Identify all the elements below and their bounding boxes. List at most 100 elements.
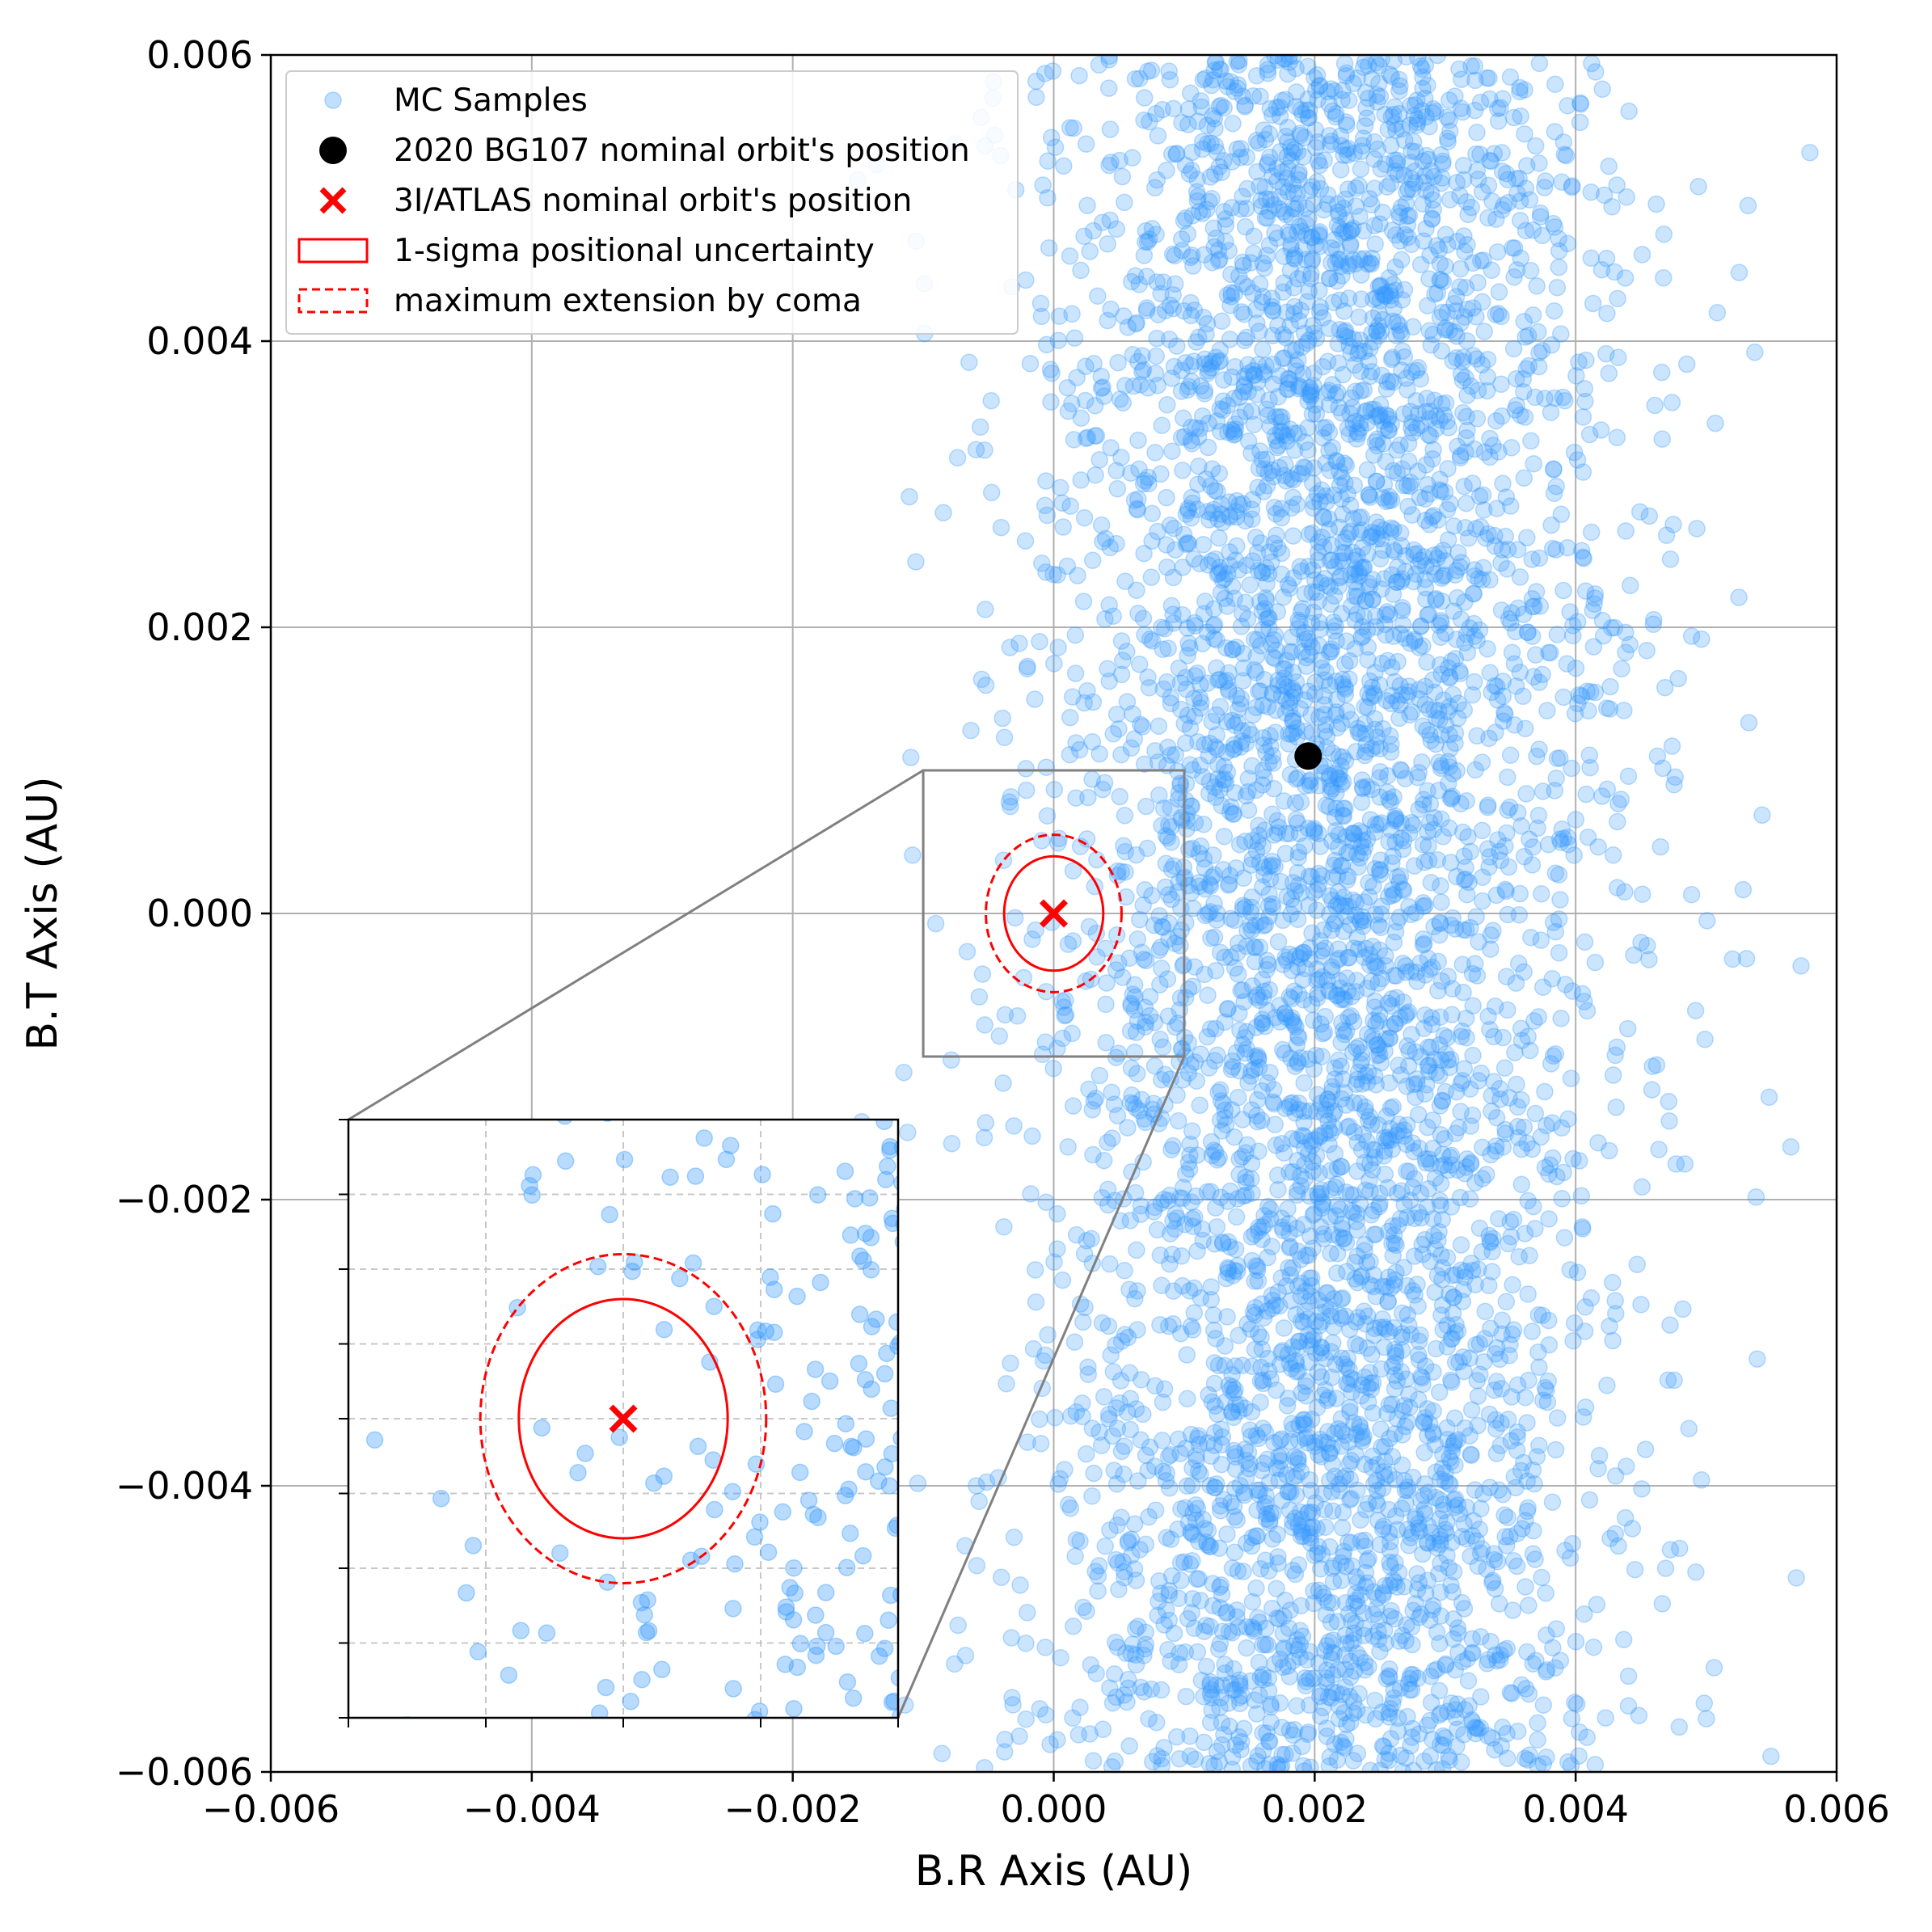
mc-sample-point bbox=[1737, 950, 1756, 968]
mc-sample-point bbox=[1183, 1552, 1201, 1570]
mc-sample-point bbox=[1317, 1605, 1335, 1624]
mc-sample-point bbox=[1339, 328, 1356, 346]
mc-sample-point bbox=[1129, 1618, 1147, 1635]
mc-sample-point bbox=[1284, 527, 1302, 545]
mc-sample-point bbox=[1419, 1400, 1436, 1418]
mc-sample-point bbox=[934, 504, 952, 522]
mc-sample-point bbox=[1113, 167, 1132, 186]
mc-sample-point bbox=[1391, 1209, 1410, 1228]
mc-sample-point bbox=[1625, 946, 1643, 964]
mc-sample-point bbox=[1574, 548, 1592, 567]
mc-sample-point bbox=[1311, 932, 1329, 950]
mc-sample-point bbox=[1403, 1282, 1422, 1300]
mc-sample-point bbox=[1511, 211, 1529, 230]
mc-sample-point bbox=[1128, 1241, 1145, 1259]
mc-sample-point bbox=[1101, 1255, 1119, 1273]
mc-sample-point bbox=[1199, 556, 1217, 574]
mc-sample-point bbox=[1090, 1066, 1109, 1085]
mc-sample-point bbox=[1129, 490, 1147, 508]
mc-sample-point bbox=[1340, 1687, 1359, 1706]
mc-sample-point bbox=[1230, 561, 1248, 579]
mc-sample-point bbox=[1441, 1148, 1459, 1166]
mc-sample-point bbox=[1263, 895, 1281, 913]
mc-sample-point bbox=[1285, 250, 1304, 268]
mc-sample-point bbox=[1273, 1134, 1291, 1153]
mc-sample-point bbox=[1471, 93, 1490, 112]
mc-sample-point bbox=[1261, 727, 1279, 745]
mc-sample-point bbox=[1348, 1070, 1366, 1089]
mc-sample-point bbox=[1134, 610, 1153, 627]
mc-sample-point bbox=[1402, 905, 1420, 924]
mc-sample-point bbox=[1392, 1182, 1411, 1200]
mc-sample-point bbox=[1300, 1247, 1318, 1264]
mc-sample-point bbox=[1445, 1609, 1462, 1628]
mc-sample-point bbox=[1536, 1378, 1554, 1397]
mc-sample-point bbox=[1093, 213, 1112, 231]
mc-sample-point bbox=[1353, 771, 1371, 789]
mc-sample-point bbox=[1304, 1153, 1322, 1171]
mc-sample-point bbox=[1415, 934, 1433, 953]
mc-sample-point bbox=[1305, 821, 1323, 840]
mc-sample-point bbox=[1107, 1398, 1125, 1417]
mc-sample-point bbox=[1186, 1209, 1204, 1226]
mc-sample-point bbox=[1356, 1661, 1374, 1679]
mc-sample-point bbox=[1318, 1719, 1335, 1737]
mc-sample-point bbox=[1079, 788, 1097, 807]
mc-sample-point bbox=[1529, 1757, 1547, 1772]
mc-sample-point bbox=[1301, 1525, 1318, 1543]
mc-sample-point bbox=[1126, 70, 1145, 88]
mc-sample-point bbox=[1280, 945, 1299, 964]
mc-sample-point bbox=[1306, 1130, 1324, 1149]
mc-sample-point bbox=[1576, 933, 1594, 951]
mc-sample-point bbox=[1441, 1284, 1458, 1303]
mc-sample-point bbox=[1315, 1105, 1334, 1124]
mc-sample-point bbox=[1538, 702, 1556, 719]
mc-sample-point bbox=[1361, 811, 1380, 829]
mc-sample-point bbox=[1377, 1669, 1396, 1688]
mc-sample-point bbox=[1209, 483, 1226, 500]
mc-sample-point bbox=[1158, 536, 1175, 554]
mc-sample-point bbox=[1310, 227, 1328, 245]
mc-sample-point bbox=[1256, 130, 1275, 149]
mc-sample-point bbox=[1356, 1531, 1374, 1550]
mc-sample-point bbox=[1100, 596, 1118, 614]
mc-sample-point bbox=[1369, 304, 1388, 323]
mc-sample-point bbox=[1369, 317, 1388, 335]
mc-sample-point bbox=[1349, 723, 1368, 741]
mc-sample-point bbox=[926, 914, 945, 933]
mc-sample-point bbox=[1297, 657, 1316, 675]
mc-sample-point bbox=[1040, 238, 1058, 257]
mc-sample-point bbox=[1381, 65, 1398, 83]
mc-sample-point bbox=[1254, 340, 1272, 359]
mc-sample-point bbox=[1282, 1049, 1300, 1067]
mc-sample-point bbox=[1122, 1530, 1141, 1548]
mc-sample-point bbox=[1064, 1097, 1082, 1115]
mc-sample-point bbox=[1306, 685, 1324, 703]
mc-sample-point bbox=[1017, 1635, 1035, 1652]
mc-sample-point bbox=[1340, 670, 1358, 688]
mc-sample-point bbox=[956, 1647, 975, 1664]
mc-sample-point bbox=[1442, 1198, 1461, 1216]
mc-sample-point bbox=[1289, 1242, 1307, 1260]
mc-sample-point bbox=[1545, 484, 1563, 503]
mc-sample-point bbox=[1294, 365, 1312, 383]
mc-sample-point bbox=[1536, 1082, 1554, 1101]
mc-sample-point bbox=[1342, 711, 1360, 729]
mc-sample-point bbox=[1355, 250, 1373, 268]
mc-sample-point bbox=[1361, 1374, 1380, 1392]
mc-sample-point bbox=[1278, 169, 1296, 188]
mc-sample-point bbox=[1398, 1037, 1416, 1055]
mc-sample-point bbox=[1492, 554, 1510, 572]
mc-sample-point bbox=[1293, 562, 1310, 580]
mc-sample-point bbox=[1026, 690, 1044, 708]
mc-sample-point bbox=[1490, 283, 1508, 301]
mc-sample-point bbox=[1666, 768, 1685, 787]
mc-sample-point bbox=[1236, 833, 1254, 850]
mc-sample-point bbox=[1449, 1119, 1468, 1137]
mc-sample-point bbox=[1403, 1525, 1421, 1542]
mc-sample-point bbox=[1235, 305, 1253, 323]
mc-sample-point bbox=[1410, 681, 1428, 698]
mc-sample-point bbox=[1275, 1639, 1293, 1657]
mc-sample-point bbox=[1302, 1287, 1320, 1305]
mc-sample-point bbox=[1459, 1672, 1478, 1689]
